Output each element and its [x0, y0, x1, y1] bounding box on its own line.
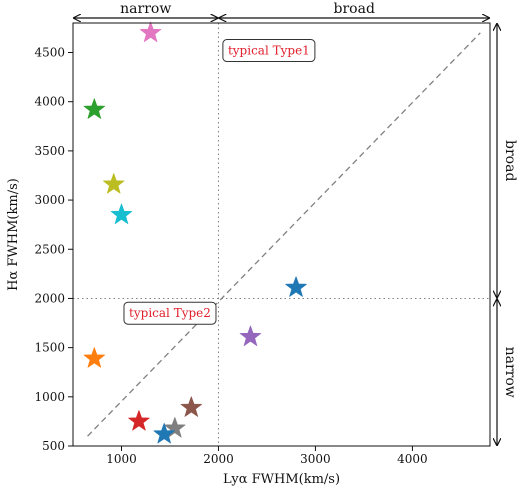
band-label-top-left: narrow [120, 1, 171, 17]
annotation-box-type2 [123, 301, 217, 325]
band-label-right-lower: narrow [502, 347, 518, 398]
region-bands: narrow broad broad narrow [74, 1, 518, 445]
data-point-8 [180, 396, 203, 417]
y-tick-label-9: 4500 [34, 46, 65, 60]
y-tick-label-7: 3500 [34, 144, 65, 158]
annotations: typical Type1 typical Type2 [123, 39, 316, 325]
y-tick-label-8: 4000 [34, 95, 65, 109]
y-tick-label-4: 2000 [34, 291, 65, 305]
data-point-7 [83, 347, 106, 368]
data-point-5 [285, 276, 307, 297]
x-tick-label-4: 4000 [397, 452, 428, 466]
data-point-3 [102, 173, 125, 194]
y-tick-label-2: 1000 [34, 390, 65, 404]
annotation-box-type1 [222, 39, 316, 63]
band-label-right-upper: broad [502, 140, 518, 181]
plot-area [72, 22, 491, 447]
data-point-2 [83, 98, 106, 119]
x-tick-label-2: 2000 [203, 452, 234, 466]
band-label-top-right: broad [334, 1, 375, 17]
data-point-6 [239, 325, 262, 347]
data-point-10 [164, 416, 186, 438]
y-axis-label: Hα FWHM(km/s) [6, 178, 21, 291]
y-tick-label-1: 500 [42, 439, 65, 453]
data-points [83, 21, 307, 444]
data-point-11 [153, 422, 175, 444]
annotation-text-type2: typical Type2 [129, 306, 211, 320]
axis-ticks: 1000 2000 3000 4000 500 1000 1500 2000 2500 3000 3… [34, 46, 427, 466]
data-point-9 [128, 410, 150, 431]
x-tick-label-3: 3000 [300, 452, 331, 466]
y-tick-label-6: 3000 [34, 193, 65, 207]
dashed-reference-line [87, 32, 481, 437]
reference-line [87, 32, 481, 437]
x-tick-label-1: 1000 [106, 452, 137, 466]
x-axis-label: Lyα FWHM(km/s) [223, 472, 340, 487]
y-tick-label-3: 1500 [34, 341, 65, 355]
divider-lines [73, 23, 490, 446]
data-point-4 [110, 203, 133, 225]
y-tick-label-5: 2500 [34, 242, 65, 256]
data-point-1 [139, 21, 162, 43]
annotation-text-type1: typical Type1 [228, 44, 310, 58]
